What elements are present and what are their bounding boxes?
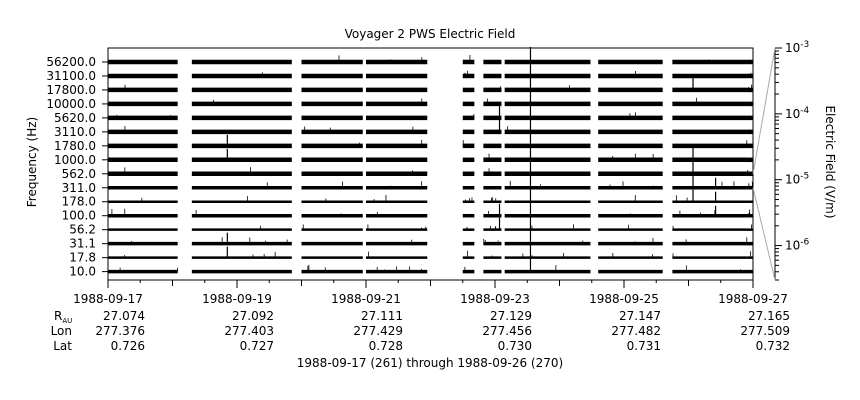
time-axis: 1988-09-17 1988-09-19 1988-09-21 1988-09-23… bbox=[73, 280, 788, 306]
ephemeris-value: 27.111 bbox=[361, 309, 403, 323]
frequency-tick-label: 5620.0 bbox=[54, 111, 96, 125]
frequency-tick-label: 1000.0 bbox=[54, 153, 96, 167]
right-tick-label: 10-3 bbox=[785, 40, 809, 55]
time-tick-label: 1988-09-21 bbox=[331, 292, 401, 306]
channel-trace bbox=[108, 250, 753, 259]
ephemeris-value: 0.727 bbox=[240, 339, 274, 353]
channel-trace bbox=[108, 55, 753, 65]
frequency-tick-label: 178.0 bbox=[62, 195, 96, 209]
ephemeris-value: 0.726 bbox=[111, 339, 145, 353]
channel-trace bbox=[108, 97, 753, 107]
channel-traces bbox=[108, 46, 753, 274]
ephemeris-value: 0.728 bbox=[369, 339, 403, 353]
ephemeris-value: 0.731 bbox=[627, 339, 661, 353]
frequency-tick-label: 562.0 bbox=[62, 167, 96, 181]
channel-trace bbox=[108, 208, 753, 218]
frequency-tick-label: 1780.0 bbox=[54, 139, 96, 153]
channel-trace bbox=[108, 224, 753, 231]
channel-trace bbox=[108, 237, 753, 246]
ephemeris-row-label: RAU bbox=[54, 309, 72, 325]
y-axis-label: Frequency (Hz) bbox=[25, 117, 39, 208]
ephemeris-row-subscript: AU bbox=[62, 317, 72, 325]
right-tick-label: 10-5 bbox=[785, 172, 809, 187]
right-axis-label: Electric Field (V/m) bbox=[823, 105, 837, 218]
channel-trace bbox=[108, 84, 753, 93]
channel-trace bbox=[108, 126, 753, 135]
ephemeris-table: RAU 27.074 27.092 27.111 27.129 27.147 27.165 L… bbox=[51, 309, 790, 353]
ephemeris-value: 277.429 bbox=[353, 324, 403, 338]
channel-trace bbox=[108, 70, 753, 79]
right-tick-exponent: -6 bbox=[800, 238, 809, 248]
right-tick-label: 10-4 bbox=[785, 106, 810, 121]
scale-connector bbox=[752, 47, 776, 174]
channel-trace bbox=[108, 139, 753, 149]
frequency-tick-label: 17800.0 bbox=[46, 83, 96, 97]
frequency-tick-label: 56200.0 bbox=[46, 55, 96, 69]
time-tick-label: 1988-09-23 bbox=[460, 292, 530, 306]
ephemeris-value: 27.165 bbox=[748, 309, 790, 323]
right-tick-exponent: -3 bbox=[800, 40, 809, 50]
channel-trace bbox=[108, 167, 753, 177]
frequency-tick-label: 31100.0 bbox=[46, 69, 96, 83]
time-tick-label: 1988-09-17 bbox=[73, 292, 143, 306]
right-tick-exponent: -5 bbox=[800, 172, 809, 182]
frequency-tick-labels: 10.017.831.156.2100.0178.0311.0562.01000… bbox=[46, 55, 108, 279]
frequency-tick-label: 56.2 bbox=[69, 223, 96, 237]
ephemeris-value: 277.482 bbox=[611, 324, 661, 338]
ephemeris-value: 277.509 bbox=[740, 324, 790, 338]
frequency-tick-label: 3110.0 bbox=[54, 125, 96, 139]
ephemeris-value: 27.092 bbox=[232, 309, 274, 323]
ephemeris-value: 27.074 bbox=[103, 309, 145, 323]
frequency-tick-label: 17.8 bbox=[69, 251, 96, 265]
ephemeris-value: 0.730 bbox=[498, 339, 532, 353]
ephemeris-value: 277.376 bbox=[95, 324, 145, 338]
ephemeris-value: 0.732 bbox=[756, 339, 790, 353]
ephemeris-value: 27.129 bbox=[490, 309, 532, 323]
channel-trace bbox=[108, 264, 753, 274]
scale-connector bbox=[752, 187, 776, 281]
frequency-tick-label: 31.1 bbox=[69, 237, 96, 251]
time-tick-label: 1988-09-27 bbox=[718, 292, 788, 306]
ephemeris-value: 277.403 bbox=[224, 324, 274, 338]
frequency-tick-label: 100.0 bbox=[62, 209, 96, 223]
ephemeris-row-label: Lat bbox=[53, 339, 72, 353]
electric-field-axis: 10-3 10-4 10-5 10-6 bbox=[752, 40, 810, 281]
time-tick-label: 1988-09-19 bbox=[202, 292, 272, 306]
chart-title: Voyager 2 PWS Electric Field bbox=[345, 27, 516, 41]
frequency-tick-label: 311.0 bbox=[62, 181, 96, 195]
right-tick-exponent: -4 bbox=[800, 106, 809, 116]
ephemeris-value: 277.456 bbox=[482, 324, 532, 338]
ephemeris-value: 27.147 bbox=[619, 309, 661, 323]
time-tick-label: 1988-09-25 bbox=[589, 292, 659, 306]
channel-trace bbox=[108, 180, 753, 190]
ephemeris-row-label: Lon bbox=[51, 324, 72, 338]
right-tick-label: 10-6 bbox=[785, 238, 810, 253]
channel-trace bbox=[108, 194, 753, 203]
frequency-tick-label: 10000.0 bbox=[46, 97, 96, 111]
channel-trace bbox=[108, 153, 753, 163]
x-axis-label: 1988-09-17 (261) through 1988-09-26 (270… bbox=[297, 356, 563, 370]
channel-trace bbox=[108, 112, 753, 121]
frequency-tick-label: 10.0 bbox=[69, 265, 96, 279]
